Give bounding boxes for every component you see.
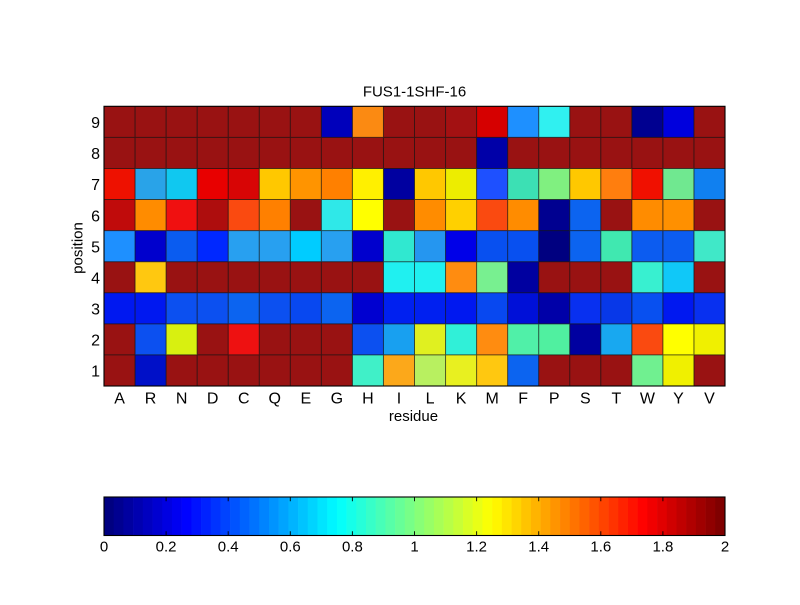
svg-text:6: 6 bbox=[91, 208, 100, 225]
svg-text:Q: Q bbox=[269, 391, 281, 408]
svg-text:W: W bbox=[640, 391, 656, 408]
svg-text:M: M bbox=[485, 391, 498, 408]
svg-text:S: S bbox=[580, 391, 591, 408]
svg-text:5: 5 bbox=[91, 239, 100, 256]
svg-text:G: G bbox=[331, 391, 343, 408]
svg-text:Y: Y bbox=[673, 391, 684, 408]
svg-text:T: T bbox=[611, 391, 621, 408]
svg-text:2: 2 bbox=[91, 333, 100, 350]
svg-text:H: H bbox=[362, 391, 374, 408]
svg-text:0: 0 bbox=[100, 539, 108, 556]
svg-text:F: F bbox=[518, 391, 528, 408]
svg-text:1: 1 bbox=[410, 539, 418, 556]
svg-text:4: 4 bbox=[91, 270, 100, 287]
svg-text:7: 7 bbox=[91, 177, 100, 194]
svg-text:3: 3 bbox=[91, 302, 100, 319]
svg-text:A: A bbox=[114, 391, 125, 408]
svg-text:C: C bbox=[238, 391, 250, 408]
svg-text:I: I bbox=[397, 391, 401, 408]
svg-text:V: V bbox=[704, 391, 715, 408]
svg-text:N: N bbox=[176, 391, 188, 408]
svg-text:D: D bbox=[207, 391, 219, 408]
svg-text:8: 8 bbox=[91, 146, 100, 163]
svg-text:P: P bbox=[549, 391, 560, 408]
svg-text:K: K bbox=[456, 391, 467, 408]
svg-text:0.2: 0.2 bbox=[156, 539, 177, 556]
svg-text:1.6: 1.6 bbox=[590, 539, 611, 556]
svg-text:0.4: 0.4 bbox=[218, 539, 239, 556]
svg-text:0.8: 0.8 bbox=[342, 539, 363, 556]
svg-text:1.2: 1.2 bbox=[466, 539, 487, 556]
svg-text:9: 9 bbox=[91, 115, 100, 132]
svg-text:E: E bbox=[300, 391, 311, 408]
svg-text:residue: residue bbox=[389, 408, 438, 425]
svg-text:2: 2 bbox=[721, 539, 729, 556]
svg-text:0.6: 0.6 bbox=[280, 539, 301, 556]
svg-text:1.8: 1.8 bbox=[652, 539, 673, 556]
svg-text:L: L bbox=[426, 391, 435, 408]
svg-text:FUS1-1SHF-16: FUS1-1SHF-16 bbox=[363, 84, 466, 101]
svg-text:1.4: 1.4 bbox=[528, 539, 549, 556]
svg-text:1: 1 bbox=[91, 364, 100, 381]
svg-text:position: position bbox=[70, 222, 87, 274]
svg-text:R: R bbox=[145, 391, 157, 408]
